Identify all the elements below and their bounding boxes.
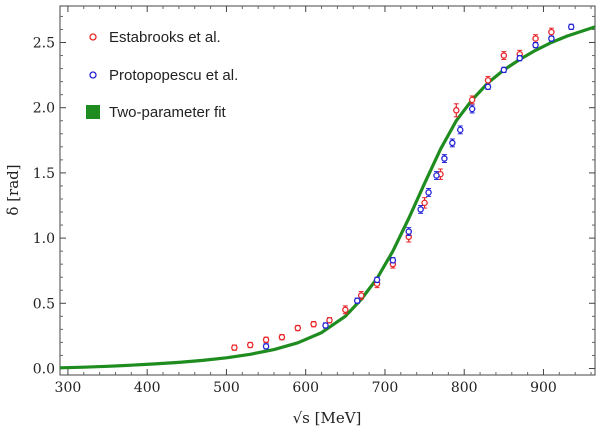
legend-marker	[89, 71, 97, 79]
legend-swatch-fit	[86, 105, 100, 119]
x-tick-label: 800	[451, 380, 478, 396]
x-tick-label: 900	[530, 380, 557, 396]
data-point	[278, 333, 286, 341]
data-point	[457, 126, 464, 134]
x-tick-label: 300	[55, 380, 82, 396]
data-point	[441, 155, 448, 162]
data-point	[294, 324, 302, 332]
x-axis-title: √s [MeV]	[293, 409, 362, 427]
y-tick-label: 1.5	[33, 166, 55, 182]
data-point	[262, 343, 270, 350]
data-point	[433, 172, 440, 179]
data-point	[310, 320, 317, 328]
data-point	[357, 292, 365, 299]
x-tick-label: 400	[134, 380, 161, 396]
x-tick-label: 700	[372, 380, 399, 396]
legend-label: Estabrooks et al.	[109, 29, 221, 46]
data-point	[389, 257, 397, 264]
data-point	[548, 28, 555, 36]
data-point	[484, 77, 492, 84]
legend-marker	[89, 33, 97, 41]
x-tick-label: 600	[292, 380, 319, 396]
data-point	[532, 35, 539, 42]
y-tick-label: 2.5	[33, 36, 55, 52]
data-points-layer	[231, 23, 575, 351]
data-point	[532, 41, 539, 49]
data-point	[322, 322, 329, 329]
data-point	[567, 23, 575, 31]
y-axis-title: δ [rad]	[4, 164, 22, 215]
axis-ticks: 300 400 500 600 700 800 900 0.0 0.5 1.0 1.5 2.0 2.5	[33, 6, 595, 396]
data-point	[548, 35, 555, 42]
data-point	[421, 199, 428, 207]
legend: Estabrooks et al. Protopopescu et al. Two-…	[86, 29, 238, 121]
legend-label: Two-parameter fit	[109, 104, 227, 121]
data-point	[484, 83, 492, 91]
data-point	[417, 206, 424, 213]
data-point	[405, 228, 412, 235]
data-point	[449, 139, 456, 147]
data-point	[500, 66, 508, 74]
data-point	[425, 189, 432, 196]
plot-frame	[59, 5, 596, 376]
data-point	[453, 107, 460, 114]
data-point	[231, 344, 238, 351]
fit-curve	[59, 25, 596, 370]
y-tick-label: 0.0	[33, 361, 55, 377]
data-point	[353, 297, 361, 304]
data-point	[262, 336, 270, 344]
x-tick-label: 500	[213, 380, 240, 396]
y-tick-label: 1.0	[33, 231, 55, 247]
data-point	[468, 96, 476, 104]
legend-label: Protopopescu et al.	[109, 67, 238, 84]
data-point	[468, 105, 476, 113]
data-point	[326, 316, 333, 324]
y-tick-label: 0.5	[33, 296, 55, 312]
data-point	[246, 341, 254, 349]
fit-curve-layer	[59, 25, 596, 370]
y-tick-label: 2.0	[33, 101, 55, 117]
data-point	[342, 306, 349, 314]
data-point	[500, 52, 508, 59]
data-point	[516, 54, 523, 62]
data-point	[373, 276, 381, 284]
